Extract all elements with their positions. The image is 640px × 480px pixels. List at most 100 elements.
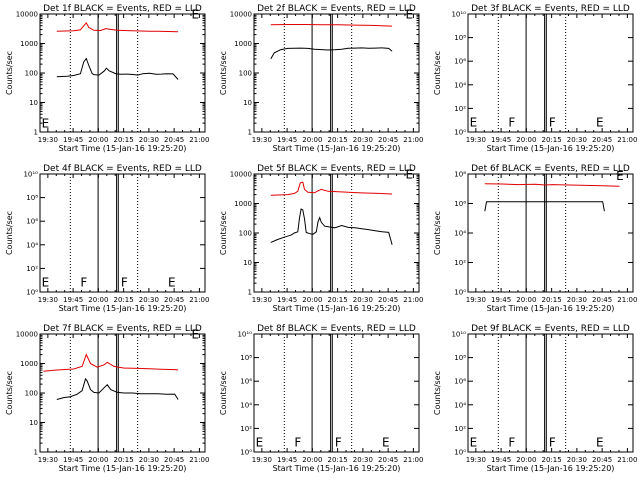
y-tick-label: 10² bbox=[454, 259, 466, 267]
x-tick-label: 20:15 bbox=[328, 456, 348, 464]
marker-letter: F bbox=[121, 275, 128, 289]
y-tick-label: 10² bbox=[240, 425, 252, 433]
x-tick-label: 19:45 bbox=[63, 456, 83, 464]
x-axis-label: Start Time (15-Jan-16 19:25:20) bbox=[487, 144, 615, 153]
x-tick-label: 21:00 bbox=[617, 136, 637, 144]
panel-det-4: Det 4f BLACK = Events, RED = LLD 19:30 19:… bbox=[5, 164, 209, 313]
x-tick-label: 20:30 bbox=[139, 296, 159, 304]
x-tick-label: 20:00 bbox=[516, 296, 536, 304]
panel-title: Det 7f BLACK = Events, RED = LLD bbox=[43, 324, 202, 334]
events-series-line bbox=[56, 57, 179, 80]
x-tick-label: 19:30 bbox=[252, 136, 272, 144]
x-axis-label: Start Time (15-Jan-16 19:25:20) bbox=[273, 144, 401, 153]
y-tick-label: 10² bbox=[454, 105, 466, 113]
panel-det-6: Det 6f BLACK = Events, RED = LLD 19:30 19:… bbox=[433, 164, 637, 313]
x-tick-label: 20:00 bbox=[88, 456, 108, 464]
x-tick-label: 20:45 bbox=[592, 296, 612, 304]
x-tick-label: 20:30 bbox=[567, 296, 587, 304]
panel-det-5: Det 5f BLACK = Events, RED = LLD 19:30 19:… bbox=[219, 164, 423, 313]
marker-letter: F bbox=[80, 275, 87, 289]
marker-letter: E bbox=[596, 435, 604, 449]
y-tick-label: 10000 bbox=[230, 171, 252, 179]
y-tick-label: 10⁰ bbox=[240, 449, 252, 457]
x-tick-label: 20:00 bbox=[516, 136, 536, 144]
panel-title: Det 4f BLACK = Events, RED = LLD bbox=[43, 164, 202, 174]
x-tick-label: 19:45 bbox=[491, 296, 511, 304]
marker-letter: F bbox=[335, 435, 342, 449]
y-tick-label: 10⁶ bbox=[454, 58, 466, 66]
x-tick-label: 19:45 bbox=[277, 136, 297, 144]
panel-title: Det 8f BLACK = Events, RED = LLD bbox=[257, 324, 416, 334]
y-tick-label: 10⁶ bbox=[454, 378, 466, 386]
x-axis-label: Start Time (15-Jan-16 19:25:20) bbox=[59, 304, 187, 313]
panel-det-1: Det 1f BLACK = Events, RED = LLD 19:30 19:… bbox=[5, 4, 209, 153]
x-tick-label: 20:00 bbox=[516, 456, 536, 464]
y-tick-label: 10⁰ bbox=[454, 449, 466, 457]
x-tick-label: 19:30 bbox=[252, 296, 272, 304]
y-tick-label: 10⁶ bbox=[454, 200, 466, 208]
x-tick-label: 21:00 bbox=[403, 136, 423, 144]
x-tick-label: 20:15 bbox=[114, 456, 134, 464]
x-tick-label: 20:00 bbox=[302, 456, 322, 464]
x-tick-label: 21:00 bbox=[403, 296, 423, 304]
y-tick-label: 1 bbox=[248, 289, 252, 297]
y-tick-label: 10⁸ bbox=[454, 354, 466, 362]
marker-letter: E bbox=[192, 8, 200, 22]
marker-letter: E bbox=[382, 435, 390, 449]
events-series-line bbox=[270, 208, 393, 245]
x-tick-label: 19:45 bbox=[63, 296, 83, 304]
x-tick-label: 20:00 bbox=[302, 136, 322, 144]
x-axis-label: Start Time (15-Jan-16 19:25:20) bbox=[487, 304, 615, 313]
panel-title: Det 9f BLACK = Events, RED = LLD bbox=[471, 324, 630, 334]
lld-series-line bbox=[56, 22, 179, 33]
panel-det-8: Det 8f BLACK = Events, RED = LLD 19:30 19:… bbox=[219, 324, 423, 473]
panel-det-3: Det 3f BLACK = Events, RED = LLD 19:30 19:… bbox=[433, 4, 637, 153]
y-axis-label: Counts/sec bbox=[5, 51, 14, 95]
lld-series-line bbox=[484, 183, 620, 187]
y-tick-label: 10⁴ bbox=[240, 401, 252, 409]
x-tick-label: 20:45 bbox=[164, 456, 184, 464]
marker-letter: E bbox=[406, 168, 414, 182]
x-tick-label: 19:45 bbox=[491, 456, 511, 464]
x-tick-label: 20:45 bbox=[164, 296, 184, 304]
x-tick-label: 20:15 bbox=[328, 136, 348, 144]
marker-letter: F bbox=[508, 435, 515, 449]
y-axis-label: Counts/sec bbox=[219, 211, 228, 255]
plot-frame bbox=[467, 13, 634, 133]
x-tick-label: 20:45 bbox=[378, 456, 398, 464]
lld-series-line bbox=[270, 24, 393, 27]
panel-det-9: Det 9f BLACK = Events, RED = LLD 19:30 19:… bbox=[433, 324, 637, 473]
y-tick-label: 1000 bbox=[20, 360, 38, 368]
y-tick-label: 10⁰ bbox=[454, 129, 466, 137]
y-tick-label: 10 bbox=[29, 99, 38, 107]
panel-title: Det 3f BLACK = Events, RED = LLD bbox=[471, 4, 630, 14]
x-tick-label: 20:30 bbox=[567, 456, 587, 464]
x-tick-label: 20:30 bbox=[353, 136, 373, 144]
x-tick-label: 20:00 bbox=[88, 296, 108, 304]
panel-det-7: Det 7f BLACK = Events, RED = LLD 19:30 19:… bbox=[5, 324, 209, 473]
x-tick-label: 20:00 bbox=[88, 136, 108, 144]
y-axis-label: Counts/sec bbox=[5, 211, 14, 255]
plot-frame bbox=[467, 333, 634, 453]
panel-title: Det 2f BLACK = Events, RED = LLD bbox=[257, 4, 416, 14]
y-tick-label: 1 bbox=[248, 129, 252, 137]
y-tick-label: 10⁸ bbox=[454, 34, 466, 42]
y-tick-label: 10000 bbox=[16, 331, 38, 339]
panel-det-2: Det 2f BLACK = Events, RED = LLD 19:30 19:… bbox=[219, 4, 423, 153]
x-tick-label: 19:30 bbox=[252, 456, 272, 464]
plot-frame bbox=[39, 13, 206, 133]
marker-letter: F bbox=[549, 435, 556, 449]
marker-letter: F bbox=[294, 435, 301, 449]
x-tick-label: 20:45 bbox=[378, 136, 398, 144]
y-axis-label: Counts/sec bbox=[433, 51, 442, 95]
y-tick-label: 10000 bbox=[16, 11, 38, 19]
marker-letter: E bbox=[470, 435, 478, 449]
x-tick-label: 20:30 bbox=[353, 296, 373, 304]
y-tick-label: 100 bbox=[25, 70, 38, 78]
x-axis-label: Start Time (15-Jan-16 19:25:20) bbox=[273, 304, 401, 313]
y-tick-label: 1000 bbox=[234, 40, 252, 48]
marker-letter: E bbox=[406, 8, 414, 22]
y-tick-label: 10⁴ bbox=[454, 401, 466, 409]
y-tick-label: 10 bbox=[243, 259, 252, 267]
y-tick-label: 10⁶ bbox=[240, 378, 252, 386]
